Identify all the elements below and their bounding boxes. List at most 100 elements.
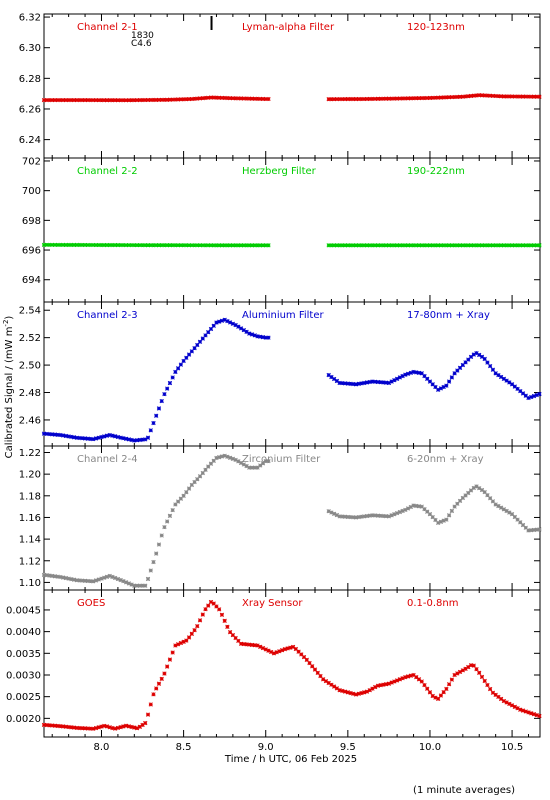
data-point xyxy=(479,354,485,359)
data-point xyxy=(260,243,266,248)
data-point xyxy=(520,522,526,528)
data-point xyxy=(217,319,222,324)
data-point xyxy=(227,630,233,635)
data-point xyxy=(446,513,452,518)
data-point xyxy=(143,97,148,103)
data-point xyxy=(74,725,80,731)
data-point xyxy=(488,363,493,369)
data-point xyxy=(351,243,356,248)
data-point xyxy=(233,635,238,641)
data-point xyxy=(165,664,170,669)
data-point xyxy=(493,243,498,248)
data-point xyxy=(247,331,252,336)
data-point xyxy=(416,370,422,376)
data-point xyxy=(392,679,397,684)
data-point xyxy=(102,434,107,439)
data-point xyxy=(509,94,515,99)
data-point xyxy=(159,398,164,404)
data-point xyxy=(436,95,441,100)
data-point xyxy=(422,682,427,688)
data-point xyxy=(266,96,271,102)
data-point xyxy=(326,97,331,102)
data-point xyxy=(249,642,255,648)
data-point xyxy=(386,380,392,386)
data-point xyxy=(41,722,47,728)
data-point xyxy=(485,243,490,248)
data-point xyxy=(405,243,411,248)
data-point xyxy=(299,652,304,657)
data-point xyxy=(537,94,542,99)
data-point xyxy=(381,96,386,101)
data-point xyxy=(69,577,74,582)
data-point xyxy=(148,428,153,433)
data-point xyxy=(518,94,523,99)
data-point xyxy=(249,465,255,470)
panel-frame xyxy=(43,445,541,591)
x-tick-label: 8.5 xyxy=(176,742,192,753)
data-point xyxy=(332,376,337,382)
data-point xyxy=(230,243,236,248)
data-point xyxy=(178,97,184,102)
data-point xyxy=(189,631,194,636)
data-point xyxy=(397,96,403,101)
data-point xyxy=(241,96,246,101)
data-point xyxy=(537,713,542,719)
data-point xyxy=(446,379,452,384)
data-point xyxy=(449,243,455,248)
panel-title: Channel 2-2 xyxy=(77,166,138,177)
data-point xyxy=(162,97,167,102)
data-point xyxy=(446,95,452,100)
data-point xyxy=(373,96,378,102)
data-point xyxy=(165,519,170,524)
data-point xyxy=(85,726,90,731)
data-point xyxy=(520,94,526,99)
data-point xyxy=(126,581,132,586)
panel-band: 17-80nm + Xray xyxy=(407,310,490,321)
data-point xyxy=(411,503,416,508)
data-point xyxy=(364,689,370,694)
data-point xyxy=(288,645,293,650)
data-point xyxy=(397,375,403,380)
data-point xyxy=(252,243,257,248)
panel-1: 6.24 6.26 6.28 6.30 6.32 Channel 2-1 Lyman-alp… xyxy=(19,13,542,159)
data-point xyxy=(206,95,211,100)
data-point xyxy=(175,642,181,647)
data-point xyxy=(154,243,159,248)
data-point xyxy=(345,381,350,386)
data-point xyxy=(41,572,47,577)
data-point xyxy=(403,96,408,101)
data-point xyxy=(416,95,422,101)
data-point xyxy=(145,97,151,103)
data-point xyxy=(123,242,129,248)
data-point xyxy=(493,502,498,507)
data-point xyxy=(427,512,433,517)
data-point xyxy=(260,461,266,466)
data-point xyxy=(337,514,342,519)
data-point xyxy=(102,575,107,580)
data-point xyxy=(225,624,230,629)
data-point xyxy=(321,677,326,682)
data-point xyxy=(359,96,364,102)
data-point xyxy=(433,695,438,700)
data-point xyxy=(485,493,490,498)
data-point xyxy=(173,97,178,102)
data-point xyxy=(364,96,370,102)
data-point xyxy=(208,243,214,248)
data-point xyxy=(55,723,60,729)
y-tick-label: 698 xyxy=(22,216,41,227)
data-point xyxy=(329,510,334,515)
data-point xyxy=(244,642,249,647)
data-point xyxy=(430,693,435,699)
panel-filter: Zirconium Filter xyxy=(242,454,321,465)
flare-time-label: 1830 xyxy=(131,31,154,41)
data-point xyxy=(266,243,271,248)
data-point xyxy=(50,97,55,103)
data-point xyxy=(455,368,460,373)
data-point xyxy=(52,574,58,579)
data-point xyxy=(416,504,422,509)
data-point xyxy=(438,95,444,100)
data-point xyxy=(367,96,372,102)
data-point xyxy=(249,96,255,101)
data-point xyxy=(77,578,82,583)
data-point xyxy=(498,505,504,510)
